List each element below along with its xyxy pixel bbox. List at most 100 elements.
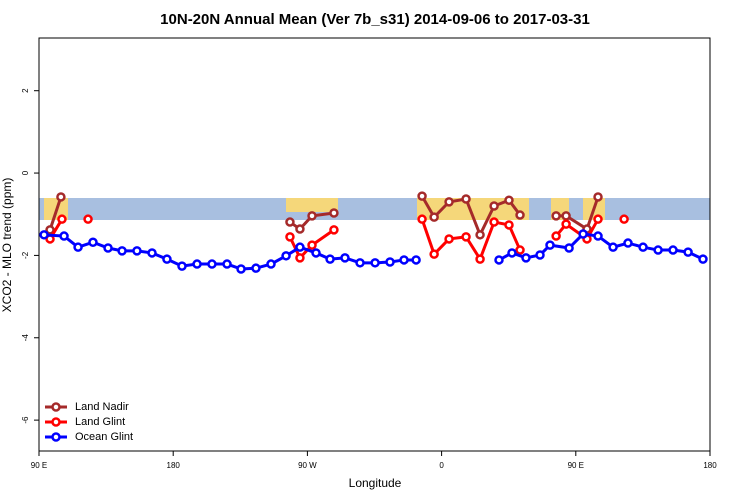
x-tick-label: 90 W (298, 461, 317, 470)
data-point (132, 246, 142, 256)
plot-frame (38, 37, 711, 452)
legend-marker (51, 417, 61, 427)
y-axis-label: XCO2 - MLO trend (ppm) (0, 178, 14, 313)
data-point (475, 230, 485, 240)
data-point (668, 245, 678, 255)
data-point (638, 242, 648, 252)
data-point (57, 214, 67, 224)
data-point (307, 240, 317, 250)
data-point (311, 248, 321, 258)
data-point (494, 255, 504, 265)
legend-marker (51, 432, 61, 442)
data-point (88, 237, 98, 247)
data-point (578, 229, 588, 239)
data-point (429, 249, 439, 259)
data-point (177, 261, 187, 271)
data-point (307, 211, 317, 221)
data-point (623, 238, 633, 248)
series-line (48, 195, 600, 239)
data-point (325, 254, 335, 264)
x-tick-label: 180 (167, 461, 181, 470)
data-point (285, 232, 295, 242)
data-point (444, 234, 454, 244)
data-point (535, 250, 545, 260)
y-tick-label: -6 (21, 416, 30, 424)
data-point (619, 214, 629, 224)
data-point (653, 245, 663, 255)
data-point (295, 224, 305, 234)
data-point (103, 243, 113, 253)
data-point (593, 231, 603, 241)
data-point (489, 217, 499, 227)
data-point (59, 231, 69, 241)
data-point (399, 255, 409, 265)
data-point (515, 245, 525, 255)
x-tick-label: 90 E (568, 461, 584, 470)
data-point (281, 251, 291, 261)
data-point (561, 211, 571, 221)
data-point (504, 195, 514, 205)
data-point (561, 219, 571, 229)
data-point (162, 254, 172, 264)
data-point (504, 220, 514, 230)
x-tick-label: 90 E (31, 461, 47, 470)
data-point (411, 255, 421, 265)
data-point (45, 225, 55, 235)
data-point (564, 243, 574, 253)
y-tick-label: 2 (21, 88, 30, 93)
x-tick-label: 180 (703, 461, 717, 470)
data-point (222, 259, 232, 269)
map-strip (39, 198, 710, 220)
data-point (56, 192, 66, 202)
data-point (475, 254, 485, 264)
data-point (83, 214, 93, 224)
data-point (207, 259, 217, 269)
data-point (461, 232, 471, 242)
chart-title: 10N-20N Annual Mean (Ver 7b_s31) 2014-09… (160, 11, 590, 28)
data-point (515, 210, 525, 220)
legend-label: Ocean Glint (75, 431, 133, 443)
legend-marker (51, 402, 61, 412)
data-point (461, 194, 471, 204)
x-axis-label: Longitude (349, 476, 402, 490)
data-point (295, 242, 305, 252)
data-point (117, 246, 127, 256)
data-point (147, 248, 157, 258)
data-point (683, 247, 693, 257)
data-point (417, 214, 427, 224)
x-tick-label: 0 (439, 461, 444, 470)
data-point (593, 214, 603, 224)
data-point (608, 242, 618, 252)
data-point (593, 192, 603, 202)
data-point (266, 259, 276, 269)
data-point (285, 217, 295, 227)
data-point (329, 225, 339, 235)
data-point (73, 242, 83, 252)
data-point (329, 208, 339, 218)
data-point (429, 212, 439, 222)
data-point (551, 231, 561, 241)
data-point (507, 248, 517, 258)
data-point (385, 257, 395, 267)
data-point (355, 258, 365, 268)
y-tick-label: 0 (21, 170, 30, 175)
data-point (340, 253, 350, 263)
data-point (39, 230, 49, 240)
data-point (251, 263, 261, 273)
legend-label: Land Nadir (75, 401, 129, 413)
data-point (370, 258, 380, 268)
data-point (489, 201, 499, 211)
y-tick-label: -4 (21, 334, 30, 342)
data-point (521, 253, 531, 263)
data-point (444, 197, 454, 207)
ocean-band (39, 198, 710, 220)
data-point (545, 240, 555, 250)
land-patch (286, 198, 338, 212)
legend-label: Land Glint (75, 416, 125, 428)
y-tick-label: -2 (21, 251, 30, 259)
data-point (698, 254, 708, 264)
data-point (295, 253, 305, 263)
data-point (551, 211, 561, 221)
data-point (192, 259, 202, 269)
